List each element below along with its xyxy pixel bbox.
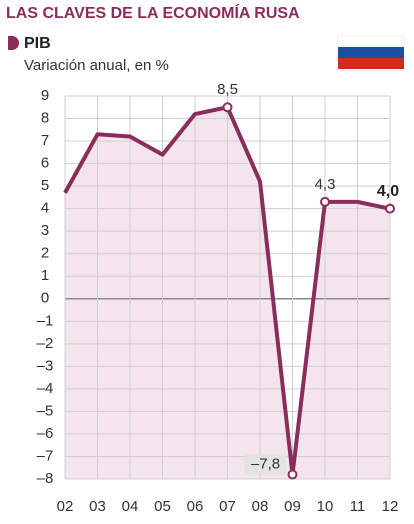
x-tick-label: 05: [154, 498, 171, 515]
y-tick-label: 8: [41, 109, 49, 126]
x-tick-label: 09: [284, 498, 301, 515]
point-marker: [222, 102, 233, 113]
label-box: [244, 454, 287, 475]
point-marker: [385, 203, 395, 214]
value-label: 4,3: [315, 176, 336, 193]
y-tick-label: 3: [41, 222, 49, 239]
y-tick-label: –1: [37, 312, 54, 329]
x-tick-label: 12: [382, 498, 399, 515]
x-tick-label: 10: [317, 498, 334, 515]
chart-subtitle: Variación anual, en %: [24, 57, 169, 74]
y-tick-label: 4: [41, 200, 49, 217]
y-tick-label: 0: [41, 290, 49, 307]
y-tick-label: –5: [37, 402, 54, 419]
point-marker: [320, 196, 330, 207]
chart-title: LAS CLAVES DE LA ECONOMÍA RUSA: [6, 3, 300, 22]
legend-marker: [8, 36, 19, 50]
y-tick-label: –4: [37, 380, 54, 397]
y-tick-label: –2: [37, 335, 54, 352]
y-tick-label: 9: [41, 87, 49, 104]
point-marker: [287, 469, 298, 480]
y-tick-label: 2: [41, 245, 49, 262]
y-tick-label: 6: [41, 155, 49, 172]
y-tick-label: –6: [37, 425, 54, 442]
russian-flag: [337, 35, 405, 69]
x-tick-label: 04: [122, 498, 139, 515]
x-tick-label: 06: [187, 498, 204, 515]
y-tick-label: –3: [37, 357, 54, 374]
value-label: –7,8: [251, 455, 280, 472]
value-label: 8,5: [217, 81, 238, 98]
value-label: 4,0: [377, 183, 399, 200]
legend-label: PIB: [24, 35, 51, 52]
y-tick-label: 1: [41, 267, 49, 284]
x-tick-label: 11: [350, 498, 366, 515]
x-tick-label: 07: [219, 498, 236, 515]
x-tick-label: 03: [89, 498, 106, 515]
x-tick-label: 08: [252, 498, 269, 515]
y-tick-label: 7: [41, 132, 49, 149]
x-tick-label: 02: [57, 498, 74, 515]
y-tick-label: –7: [37, 447, 54, 464]
y-tick-label: 5: [41, 177, 49, 194]
y-tick-label: –8: [37, 470, 54, 487]
